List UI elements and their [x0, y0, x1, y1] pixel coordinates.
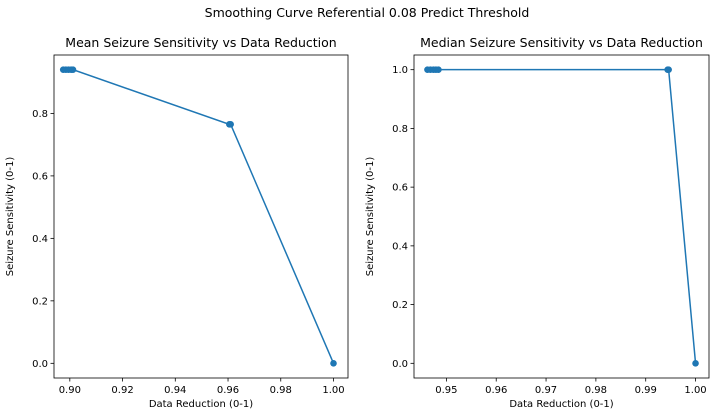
- mean-x-tick-label: 0.98: [270, 385, 292, 396]
- median-series-line: [427, 68, 697, 364]
- mean-y-tick-label: 0.4: [32, 234, 48, 245]
- median-y-tick-label: 0.2: [392, 300, 408, 311]
- mean-chart-title: Mean Seizure Sensitivity vs Data Reducti…: [65, 35, 336, 50]
- median-y-tick-label: 1.0: [392, 65, 408, 76]
- median-x-tick-label: 0.99: [635, 385, 657, 396]
- mean-data-point: [227, 121, 234, 128]
- mean-x-tick-label: 0.90: [59, 385, 81, 396]
- mean-x-tick-label: 1.00: [322, 385, 344, 396]
- mean-x-tick-label: 0.94: [164, 385, 186, 396]
- mean-y-tick-label: 0.0: [32, 359, 48, 370]
- mean-x-axis-label: Data Reduction (0-1): [149, 399, 253, 410]
- median-x-tick-label: 0.97: [535, 385, 557, 396]
- median-data-point: [665, 66, 672, 73]
- median-chart-title: Median Seizure Sensitivity vs Data Reduc…: [420, 35, 703, 50]
- mean-data-point: [69, 66, 77, 73]
- median-y-tick-label: 0.8: [392, 124, 408, 135]
- median-x-tick-label: 0.95: [435, 385, 457, 396]
- median-plot-frame: [413, 54, 710, 379]
- mean-x-tick-label: 0.96: [217, 385, 239, 396]
- median-x-axis-label: Data Reduction (0-1): [509, 399, 613, 410]
- median-y-tick-label: 0.0: [392, 359, 408, 370]
- figure-suptitle: Smoothing Curve Referential 0.08 Predict…: [205, 5, 530, 20]
- median-sensitivity-chart: Median Seizure Sensitivity vs Data Reduc…: [365, 35, 710, 410]
- mean-y-tick-label: 0.8: [32, 109, 48, 120]
- mean-data-point: [330, 360, 337, 367]
- median-x-tick-label: 0.96: [485, 385, 507, 396]
- median-x-tick-label: 0.98: [585, 385, 607, 396]
- median-y-axis-label: Seizure Sensitivity (0-1): [365, 157, 376, 277]
- mean-sensitivity-chart: Mean Seizure Sensitivity vs Data Reducti…: [5, 35, 349, 410]
- median-y-tick-label: 0.6: [392, 183, 408, 194]
- median-data-point: [435, 66, 442, 73]
- mean-series-line: [63, 68, 335, 364]
- mean-y-axis-label: Seizure Sensitivity (0-1): [5, 157, 16, 277]
- mean-y-tick-label: 0.6: [32, 171, 48, 182]
- median-data-point: [692, 360, 699, 367]
- mean-x-tick-label: 0.92: [111, 385, 133, 396]
- median-y-tick-label: 0.4: [392, 241, 408, 252]
- median-x-tick-label: 1.00: [684, 385, 706, 396]
- mean-plot-frame: [53, 54, 349, 379]
- mean-y-tick-label: 0.2: [32, 296, 48, 307]
